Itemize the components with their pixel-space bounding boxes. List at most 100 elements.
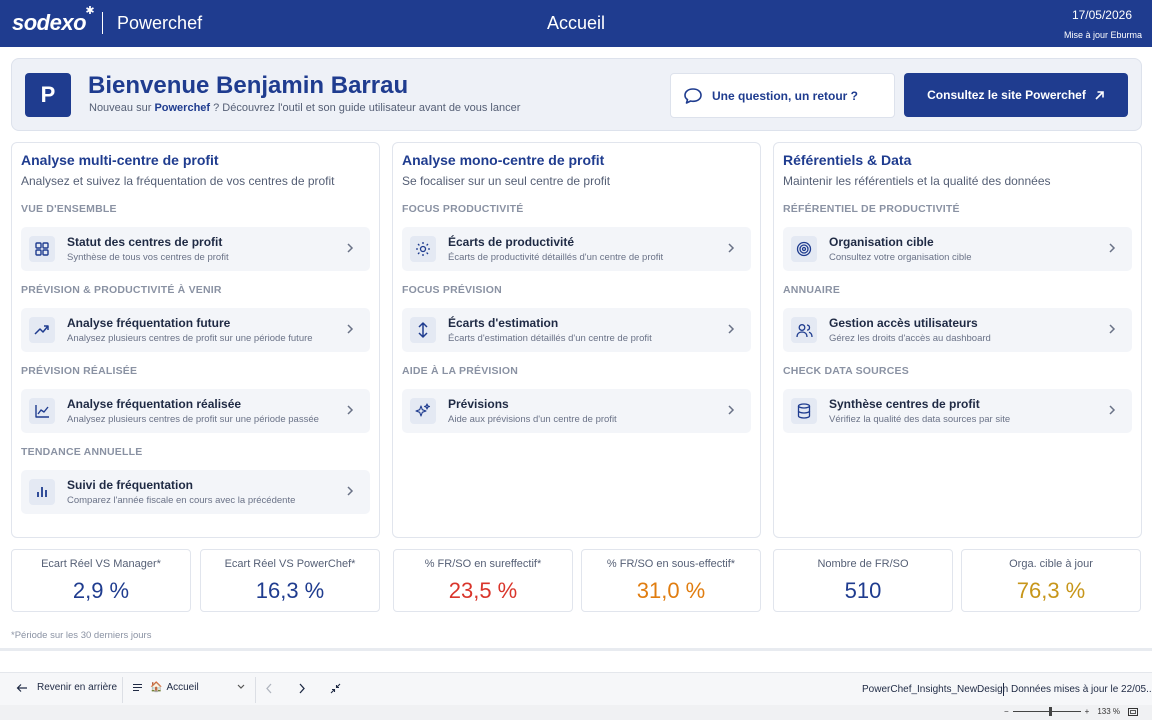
vertical-arrows-icon <box>410 317 436 343</box>
kpi-ecart-manager: Ecart Réel VS Manager* 2,9 % <box>11 549 191 612</box>
kpi-value: 31,0 % <box>636 578 706 603</box>
zoom-in-button[interactable]: + <box>1084 707 1090 716</box>
house-icon: 🏠 <box>150 682 163 693</box>
card-title: Analyse fréquentation future <box>67 316 231 330</box>
zoom-slider[interactable] <box>1012 707 1081 716</box>
card-description: Comparez l'année fiscale en cours avec l… <box>67 495 296 506</box>
zoom-slider-thumb[interactable] <box>1048 707 1052 716</box>
card-description: Gérez les droits d'accès au dashboard <box>829 333 991 344</box>
kpi-label: Nombre de FR/SO <box>817 558 909 570</box>
nav-card-synthese-centres[interactable]: Synthèse centres de profit Vérifiez la q… <box>783 389 1132 433</box>
header-date: 17/05/2026 <box>1071 8 1132 22</box>
card-description: Analysez plusieurs centres de profit sur… <box>67 333 313 344</box>
panel-mono-centre: Analyse mono-centre de profit Se focalis… <box>392 142 761 538</box>
card-description: Aide aux prévisions d'un centre de profi… <box>448 414 617 425</box>
card-title: Écarts de productivité <box>448 235 575 249</box>
kpi-value: 76,3 % <box>1016 578 1086 603</box>
question-button-label: Une question, un retour ? <box>712 88 858 103</box>
card-title: Organisation cible <box>829 235 934 249</box>
section-label: ANNUAIRE <box>783 284 841 296</box>
card-title: Écarts d'estimation <box>448 316 559 330</box>
card-description: Consultez votre organisation cible <box>829 252 972 263</box>
kpi-label: % FR/SO en sous-effectif* <box>606 558 736 570</box>
nav-card-previsions[interactable]: Prévisions Aide aux prévisions d'un cent… <box>402 389 751 433</box>
chevron-right-icon <box>347 486 354 496</box>
panel-title: Référentiels & Data <box>783 152 912 168</box>
fit-page-icon[interactable] <box>1128 707 1138 716</box>
nav-card-statut-centres[interactable]: Statut des centres de profit Synthèse de… <box>21 227 370 271</box>
panel-title: Analyse multi-centre de profit <box>21 152 219 168</box>
powerchef-link[interactable]: Powerchef <box>154 102 211 114</box>
chevron-right-icon <box>728 243 735 253</box>
back-button-label: Revenir en arrière <box>37 682 118 693</box>
chevron-right-icon <box>347 243 354 253</box>
avatar: P <box>25 73 71 117</box>
status-bar: − + 133 % <box>0 705 1152 720</box>
bar-chart-icon <box>29 479 55 505</box>
panel-subtitle: Se focaliser sur un seul centre de profi… <box>402 174 611 188</box>
card-description: Écarts d'estimation détaillés d'un centr… <box>448 333 652 344</box>
sun-icon <box>410 236 436 262</box>
kpi-ecart-powerchef: Ecart Réel VS PowerChef* 16,3 % <box>200 549 380 612</box>
line-chart-icon <box>29 398 55 424</box>
question-button[interactable]: Une question, un retour ? <box>670 73 895 118</box>
kpi-value: 23,5 % <box>448 578 518 603</box>
card-title: Gestion accès utilisateurs <box>829 316 978 330</box>
nav-card-organisation-cible[interactable]: Organisation cible Consultez votre organ… <box>783 227 1132 271</box>
welcome-banner: P Bienvenue Benjamin Barrau Nouveau sur … <box>11 58 1142 131</box>
kpi-label: Ecart Réel VS PowerChef* <box>224 558 356 570</box>
external-arrow-icon <box>1095 90 1104 100</box>
app-name: Powerchef <box>117 12 203 33</box>
chevron-left-icon[interactable] <box>265 683 273 694</box>
data-refresh-text: Données mises à jour le 22/05... <box>1011 684 1152 695</box>
kpi-value: 2,9 % <box>72 578 130 603</box>
card-title: Analyse fréquentation réalisée <box>67 397 242 411</box>
collapse-icon[interactable] <box>330 683 341 694</box>
divider <box>255 677 256 703</box>
kpi-nombre-frso: Nombre de FR/SO 510 <box>773 549 953 612</box>
nav-card-ecarts-estimation[interactable]: Écarts d'estimation Écarts d'estimation … <box>402 308 751 352</box>
grid-icon <box>29 236 55 262</box>
sodexo-logo: sodexo ✱ <box>12 5 95 35</box>
footnote: *Période sur les 30 derniers jours <box>11 630 152 641</box>
zoom-level: 133 % <box>1097 707 1120 716</box>
zoom-out-button[interactable]: − <box>1003 707 1009 716</box>
section-label: AIDE À LA PRÉVISION <box>402 365 519 377</box>
nav-card-frequentation-realisee[interactable]: Analyse fréquentation réalisée Analysez … <box>21 389 370 433</box>
chevron-right-icon <box>347 324 354 334</box>
card-title: Statut des centres de profit <box>67 235 223 249</box>
section-label: CHECK DATA SOURCES <box>783 365 909 377</box>
zoom-control: − + 133 % <box>1004 707 1138 716</box>
top-header: sodexo ✱ Powerchef Accueil 17/05/2026 Mis… <box>0 0 1152 47</box>
chat-bubble-icon <box>684 87 702 104</box>
nav-card-suivi-frequentation[interactable]: Suivi de fréquentation Comparez l'année … <box>21 470 370 514</box>
panel-multi-centre: Analyse multi-centre de profit Analysez … <box>11 142 380 538</box>
divider <box>122 677 123 703</box>
kpi-label: % FR/SO en sureffectif* <box>424 558 542 570</box>
chevron-right-icon[interactable] <box>298 683 306 694</box>
chevron-right-icon <box>728 405 735 415</box>
kpi-orga-cible: Orga. cible à jour 76,3 % <box>961 549 1141 612</box>
panel-referentiels: Référentiels & Data Maintenir les référe… <box>773 142 1142 538</box>
card-description: Vérifiez la qualité des data sources par… <box>829 414 1011 425</box>
section-label: VUE D'ENSEMBLE <box>21 203 117 215</box>
report-navbar: Revenir en arrière 🏠 Accueil PowerChef_I… <box>0 672 1152 705</box>
nav-card-ecarts-productivite[interactable]: Écarts de productivité Écarts de product… <box>402 227 751 271</box>
kpi-sureffectif: % FR/SO en sureffectif* 23,5 % <box>393 549 573 612</box>
kpi-value: 16,3 % <box>255 578 325 603</box>
site-button[interactable]: Consultez le site Powerchef <box>904 73 1128 117</box>
arrow-left-icon <box>16 683 27 692</box>
card-description: Synthèse de tous vos centres de profit <box>67 252 229 263</box>
back-button[interactable]: Revenir en arrière <box>16 682 117 693</box>
header-update-label: Mise à jour Eburma <box>1063 30 1142 40</box>
report-file-name: PowerChef_Insights_NewDesign <box>862 684 1009 695</box>
chevron-right-icon <box>347 405 354 415</box>
page-selector[interactable]: 🏠 Accueil <box>133 682 245 693</box>
site-button-label: Consultez le site Powerchef <box>927 88 1086 102</box>
divider <box>0 648 1152 651</box>
nav-card-frequentation-future[interactable]: Analyse fréquentation future Analysez pl… <box>21 308 370 352</box>
section-label: PRÉVISION RÉALISÉE <box>21 365 138 377</box>
sparkles-icon <box>410 398 436 424</box>
panel-subtitle: Maintenir les référentiels et la qualité… <box>783 174 1051 188</box>
nav-card-gestion-acces[interactable]: Gestion accès utilisateurs Gérez les dro… <box>783 308 1132 352</box>
